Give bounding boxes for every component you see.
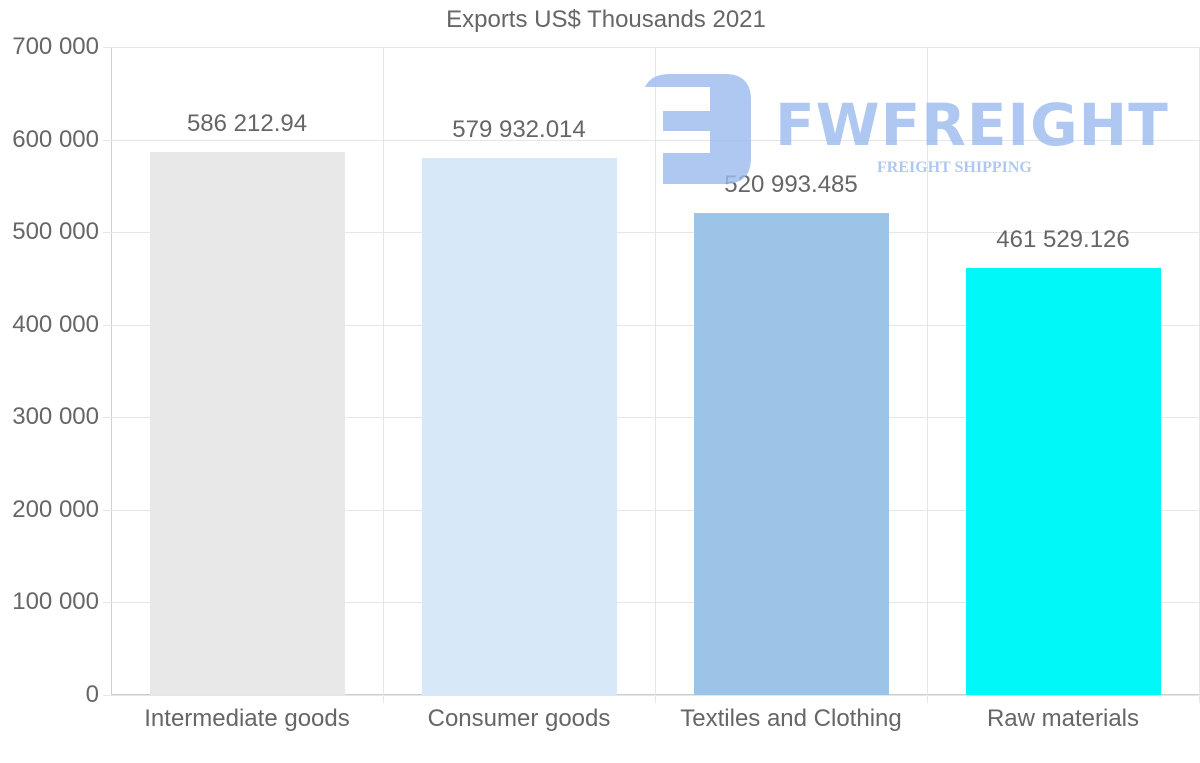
- y-tick-label: 500 000: [12, 218, 99, 246]
- h-gridline: [103, 232, 1199, 234]
- bar-value-label: 579 932.014: [452, 116, 586, 144]
- bar-consumer-goods[interactable]: [421, 158, 617, 695]
- chart-title: Exports US$ Thousands 2021: [446, 6, 766, 33]
- x-tick-label: Textiles and Clothing: [680, 705, 902, 732]
- y-tick-label: 200 000: [12, 495, 99, 523]
- h-gridline: [103, 417, 1199, 419]
- h-gridline: [103, 509, 1199, 511]
- v-gridline: [655, 47, 656, 703]
- x-tick-label: Consumer goods: [427, 705, 611, 732]
- v-gridline: [927, 47, 928, 703]
- h-gridline: [103, 602, 1199, 604]
- fwfreight-watermark: FWFREIGHT FREIGHT SHIPPING: [645, 73, 1168, 188]
- h-gridline: [103, 695, 1199, 696]
- bar-intermediate-goods[interactable]: [149, 152, 345, 695]
- bar-textiles-and-clothing[interactable]: [693, 212, 889, 695]
- y-tick-label: 0: [85, 681, 99, 708]
- y-tick-label: 300 000: [12, 403, 99, 431]
- h-gridline: [103, 47, 1199, 48]
- v-gridline: [383, 47, 384, 703]
- bar-value-label: 461 529.126: [996, 225, 1130, 253]
- fwfreight-logo-icon: [645, 74, 751, 184]
- plot-area: 0 100 000 200 000 300 000 400 000 500 000 600 …: [12, 33, 1200, 732]
- h-gridline: [103, 139, 1199, 141]
- bar-value-label: 586 212.94: [186, 110, 308, 138]
- y-tick-label: 400 000: [12, 310, 99, 338]
- watermark-brand: FWFREIGHT: [775, 91, 1169, 159]
- bar-value-label: 520 993.485: [724, 170, 858, 198]
- h-gridline: [103, 324, 1199, 326]
- y-tick-label: 700 000: [12, 33, 99, 60]
- bar-raw-materials[interactable]: [965, 267, 1161, 695]
- y-tick-label: 600 000: [12, 125, 99, 153]
- watermark-tagline: FREIGHT SHIPPING: [877, 159, 1032, 176]
- y-tick-label: 100 000: [12, 588, 99, 616]
- y-axis-line: [111, 47, 112, 695]
- x-tick-label: Raw materials: [986, 705, 1140, 732]
- x-tick-label: Intermediate goods: [144, 705, 350, 732]
